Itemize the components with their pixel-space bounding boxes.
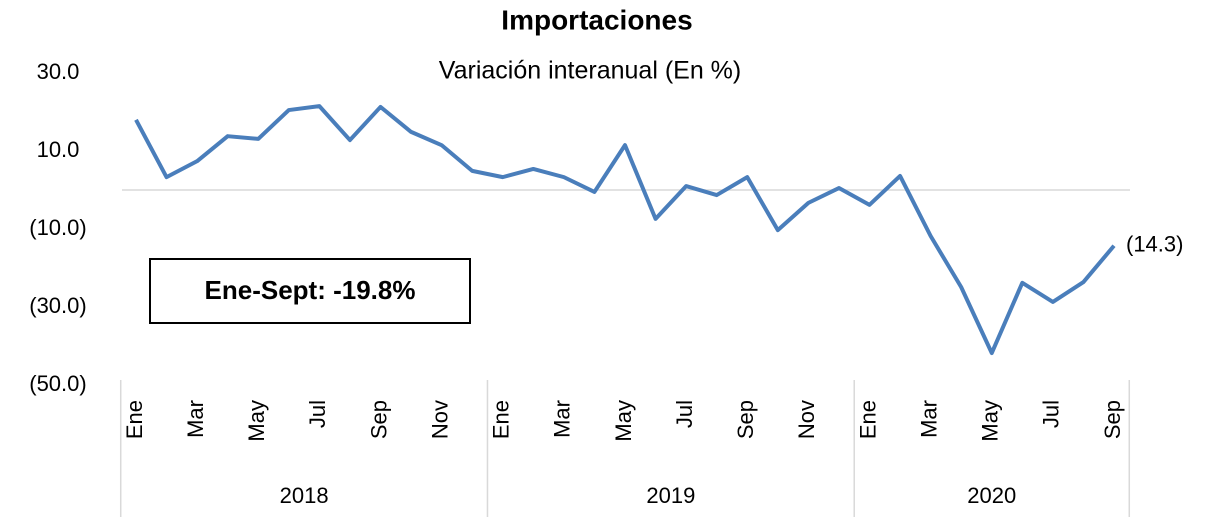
x-tick-label: May [611,400,636,442]
group-label: 2020 [967,483,1016,508]
x-tick-label: Jul [672,400,697,428]
x-tick-label: Ene [489,400,514,439]
x-tick-label: Mar [550,400,575,438]
y-tick-label: (30.0) [29,293,86,318]
x-tick-label: Nov [794,400,819,439]
y-tick-label: 30.0 [37,59,80,84]
y-tick-label: (50.0) [29,371,86,396]
x-tick-label: May [978,400,1003,442]
x-tick-label: Sep [1100,400,1125,439]
data-label: (14.3) [1126,232,1183,257]
y-tick-label: (10.0) [29,215,86,240]
chart-subtitle: Variación interanual (En %) [439,57,741,85]
x-tick-label: Nov [427,400,452,439]
group-label: 2018 [280,483,329,508]
x-tick-label: Mar [183,400,208,438]
x-tick-label: Ene [122,400,147,439]
x-tick-label: Mar [916,400,941,438]
x-tick-label: Jul [305,400,330,428]
x-tick-label: Sep [366,400,391,439]
group-label: 2019 [646,483,695,508]
annotation: Ene-Sept: -19.8% [205,275,416,305]
x-tick-label: Jul [1039,400,1064,428]
x-tick-label: May [244,400,269,442]
data-line [134,104,1116,356]
x-tick-label: Ene [855,400,880,439]
y-tick-label: 10.0 [37,137,80,162]
chart-title: Importaciones [501,4,692,35]
x-tick-label: Sep [733,400,758,439]
annotation-box [149,258,471,324]
